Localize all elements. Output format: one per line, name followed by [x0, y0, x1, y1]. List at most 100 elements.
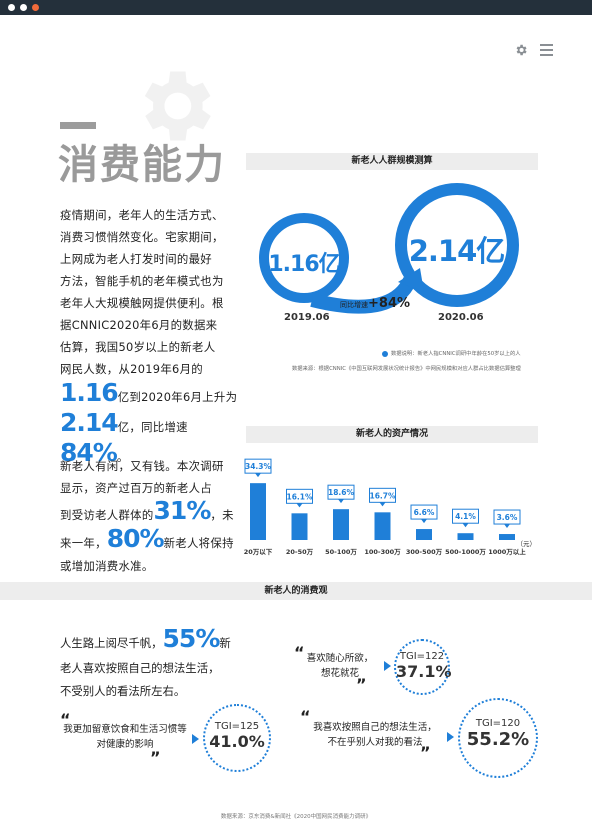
consume-line: 不受别人的看法所左右。 — [60, 684, 186, 698]
wealth-paragraph: 新老人有闲，又有钱。本次调研 显示，资产过百万的新老人占 到受访老人群体的31%… — [60, 455, 245, 577]
wealth-line: 新老人有闲，又有钱。本次调研 — [60, 459, 224, 473]
intro-line: 消费习惯悄然变化。宅家期间， — [60, 230, 224, 244]
window-dot-3[interactable] — [32, 4, 39, 11]
wealth-line: 来一年， — [60, 536, 107, 550]
unit-label: （元） — [517, 540, 537, 548]
consume-section-title: 新老人的消费观 — [0, 582, 592, 600]
quote-line: 我更加留意饮食和生活习惯等 — [63, 724, 187, 735]
window-dot-2[interactable] — [20, 4, 27, 11]
tgi-label: TGI=125 — [214, 721, 260, 732]
circle-2019 — [259, 213, 349, 303]
bar-value-label: 4.1% — [455, 512, 476, 521]
tgi-value: 55.2% — [466, 729, 530, 750]
punct: 。 — [116, 450, 129, 464]
punct: ，未 — [210, 508, 234, 522]
bar-label-pointer — [296, 503, 303, 508]
stat-millionaire: 31% — [153, 496, 212, 525]
scale-section-title: 新老人人群规模测算 — [246, 153, 538, 170]
category-label: 20-50万 — [286, 548, 314, 556]
close-quote-icon: ” — [150, 748, 161, 767]
wealth-line: 新老人将保持 — [163, 536, 234, 550]
intro-line: 亿，同比增速 — [117, 420, 188, 434]
gear-icon[interactable] — [514, 43, 528, 57]
category-label: 20万以下 — [244, 548, 273, 556]
intro-line: 疫情期间，老年人的生活方式、 — [60, 208, 224, 222]
quote-line: 不在乎别人对我的看法 — [327, 737, 423, 748]
consume-line: 人生路上阅尽千帆， — [60, 636, 163, 650]
stat-own-way: 55% — [162, 624, 221, 653]
window-titlebar — [0, 0, 592, 15]
quote-line: 我喜欢按照自己的想法生活， — [313, 722, 437, 733]
scale-note-2: 数据来源：根据CNNIC《中国互联网发展状况统计报告》中网民规模和对应人群占比数… — [292, 366, 521, 372]
quote-own-way: 我喜欢按照自己的想法生活， 不在乎别人对我的看法 — [300, 720, 450, 750]
close-quote-icon: ” — [356, 675, 367, 694]
asset-bar-chart: 34.3% 20万以下 16.1% 20-50万 18.6% 50-100万 16.7% 10… — [244, 458, 537, 556]
consume-line: 老人喜欢按照自己的想法生活， — [60, 661, 220, 675]
intro-line: 老年人大规模触网提供便利。根 — [60, 296, 224, 310]
quote-spend-freely: 喜欢随心所欲， 想花就花 — [300, 651, 380, 681]
category-label: 1000万以上 — [488, 547, 526, 556]
quote-line: 喜欢随心所欲， — [306, 653, 374, 664]
consume-line: 新 — [219, 636, 231, 650]
bar-value-label: 3.6% — [497, 513, 518, 522]
bar-20万以下 — [250, 483, 266, 540]
stat-growth: 84% — [60, 438, 118, 467]
open-quote-icon: “ — [60, 710, 71, 729]
bar-100-300万 — [374, 512, 391, 540]
year-2020: 2020.06 — [438, 312, 484, 323]
growth-label-text: 同比增速 — [340, 301, 368, 309]
note-dot-icon — [382, 350, 388, 357]
bar-value-label: 18.6% — [328, 488, 355, 497]
asset-section-title: 新老人的资产情况 — [246, 426, 538, 443]
bar-50-100万 — [333, 509, 349, 540]
bar-label-pointer — [462, 523, 469, 528]
tgi-circle-health: TGI=125 41.0% — [203, 704, 271, 772]
bar-300-500万 — [416, 529, 432, 540]
growth-label: 同比增速+84% — [340, 296, 410, 311]
value-2019: 1.16亿 — [268, 252, 340, 277]
close-quote-icon: ” — [420, 743, 431, 762]
wealth-line: 或增加消费水准。 — [60, 559, 154, 573]
bar-label-pointer — [421, 519, 427, 524]
open-quote-icon: “ — [300, 707, 311, 726]
bar-label-box — [452, 508, 479, 524]
bar-1000万以上 — [499, 534, 515, 540]
title-bar-accent — [60, 122, 96, 129]
intro-line: 网民人数，从2019年6月的 — [60, 362, 203, 376]
intro-paragraph: 疫情期间，老年人的生活方式、 消费习惯悄然变化。宅家期间， 上网成为老人打发时间… — [60, 204, 245, 470]
stat-2019-users: 1.16 — [60, 378, 119, 407]
growth-value: +84% — [368, 296, 411, 311]
intro-line: 上网成为老人打发时间的最好 — [60, 252, 212, 266]
intro-line: 亿到2020年6月上升为 — [117, 390, 238, 404]
quote-health: 我更加留意饮食和生活习惯等 对健康的影响 — [60, 722, 190, 752]
note-1-text: 数据说明：新老人指CNNIC调研中年龄在50岁以上的人 — [391, 351, 521, 357]
quote-line: 想花就花 — [320, 668, 359, 679]
stat-2020-users: 2.14 — [60, 408, 119, 437]
arrow-icon — [192, 734, 199, 744]
window-dot-1[interactable] — [8, 4, 15, 11]
intro-line: 方法，智能手机的老年模式也为 — [60, 274, 224, 288]
stat-keep-spending: 80% — [106, 524, 165, 553]
growth-arrow — [310, 276, 417, 314]
tgi-value: 37.1% — [396, 662, 452, 681]
year-2019: 2019.06 — [284, 312, 330, 323]
bar-20-50万 — [291, 513, 308, 540]
scale-note-1: 数据说明：新老人指CNNIC调研中年龄在50岁以上的人 — [382, 349, 521, 357]
arrow-icon — [384, 661, 391, 671]
category-label: 50-100万 — [325, 548, 357, 556]
bar-value-label: 16.7% — [369, 491, 396, 500]
wealth-line: 显示，资产过百万的新老人占 — [60, 481, 212, 495]
category-label: 300-500万 — [406, 548, 443, 556]
page-title: 消费能力 — [58, 142, 226, 188]
value-2020: 2.14亿 — [408, 234, 506, 268]
circle-2020 — [395, 183, 519, 307]
bar-value-label: 34.3% — [245, 462, 272, 471]
bar-label-pointer — [504, 524, 510, 529]
open-quote-icon: “ — [294, 643, 305, 662]
tgi-label: TGI=122 — [399, 651, 445, 662]
menu-icon[interactable] — [540, 44, 553, 56]
quote-line: 对健康的影响 — [96, 739, 154, 750]
bar-label-pointer — [255, 473, 261, 478]
bar-value-label: 16.1% — [286, 492, 313, 501]
scale-circles — [259, 183, 519, 314]
